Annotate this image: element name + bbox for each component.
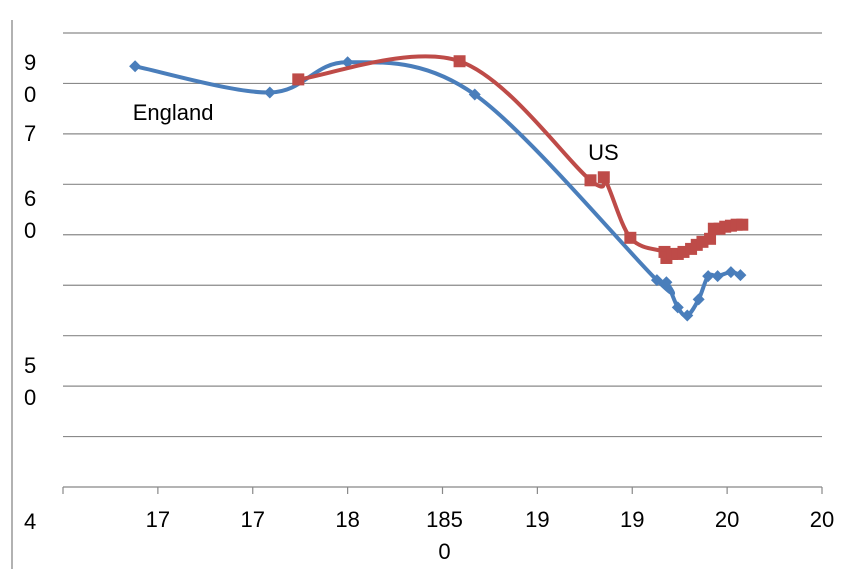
marker [263, 86, 276, 99]
marker [704, 232, 717, 245]
annotation: US [588, 140, 619, 166]
marker [650, 274, 663, 287]
marker [681, 309, 694, 322]
series-line [298, 54, 743, 260]
x-tick-label: 17 [240, 507, 265, 532]
marker [129, 60, 142, 73]
marker [584, 174, 597, 187]
marker [453, 55, 466, 68]
x-tick-label: 17 [145, 507, 171, 532]
x-tick-label: 1850 [426, 507, 463, 564]
series-line [134, 60, 742, 318]
marker [671, 301, 684, 314]
marker [660, 276, 673, 289]
y-tick-label: 60 [24, 186, 37, 244]
x-tick-label: 19 [620, 507, 645, 532]
marker [597, 171, 610, 184]
marker [734, 269, 747, 282]
marker [468, 88, 481, 101]
y-tick-label: 50 [24, 352, 37, 410]
annotation: England [132, 99, 214, 125]
marker [724, 266, 737, 279]
y-tick-label: 90 [24, 50, 37, 108]
marker [702, 270, 715, 283]
x-tick-label: 20 [714, 507, 740, 532]
y-tick-label: 7 [24, 120, 37, 146]
x-tick-label: 18 [335, 507, 360, 532]
marker [692, 293, 705, 306]
marker [292, 73, 305, 86]
y-tick-label: 4 [24, 509, 37, 535]
marker [341, 56, 354, 69]
marker [736, 218, 749, 231]
x-tick-label: 19 [525, 507, 550, 532]
marker [711, 270, 724, 283]
marker [624, 231, 637, 244]
x-tick-label: 20 [809, 507, 835, 532]
